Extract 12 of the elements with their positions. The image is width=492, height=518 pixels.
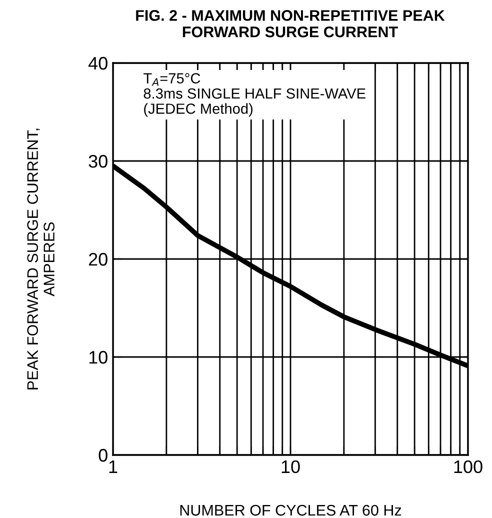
y-tick-label: 10 bbox=[89, 350, 108, 364]
y-tick-label: 40 bbox=[88, 56, 108, 70]
y-axis-title: PEAK FORWARD SURGE CURRENT, AMPERES bbox=[27, 128, 54, 390]
annotation: T$_{A}$=75°C 8.3ms SINGLE HALF SINE-WAVE (JEDEC Method) bbox=[144, 73, 366, 117]
y-tick-label: 0 bbox=[98, 448, 108, 462]
x-tick-label: 10 bbox=[282, 460, 300, 474]
x-tick-label: 1 bbox=[109, 460, 118, 473]
x-tick-label: 100 bbox=[454, 460, 482, 474]
y-tick-label: 30 bbox=[88, 154, 108, 168]
y-tick-label: 20 bbox=[88, 252, 108, 266]
chart-title: FIG. 2 - MAXIMUM NON-REPETITIVE PEAK FORWARD SURGE CURRENT bbox=[136, 10, 445, 38]
x-axis-title: NUMBER OF CYCLES AT 60 Hz bbox=[180, 504, 402, 516]
